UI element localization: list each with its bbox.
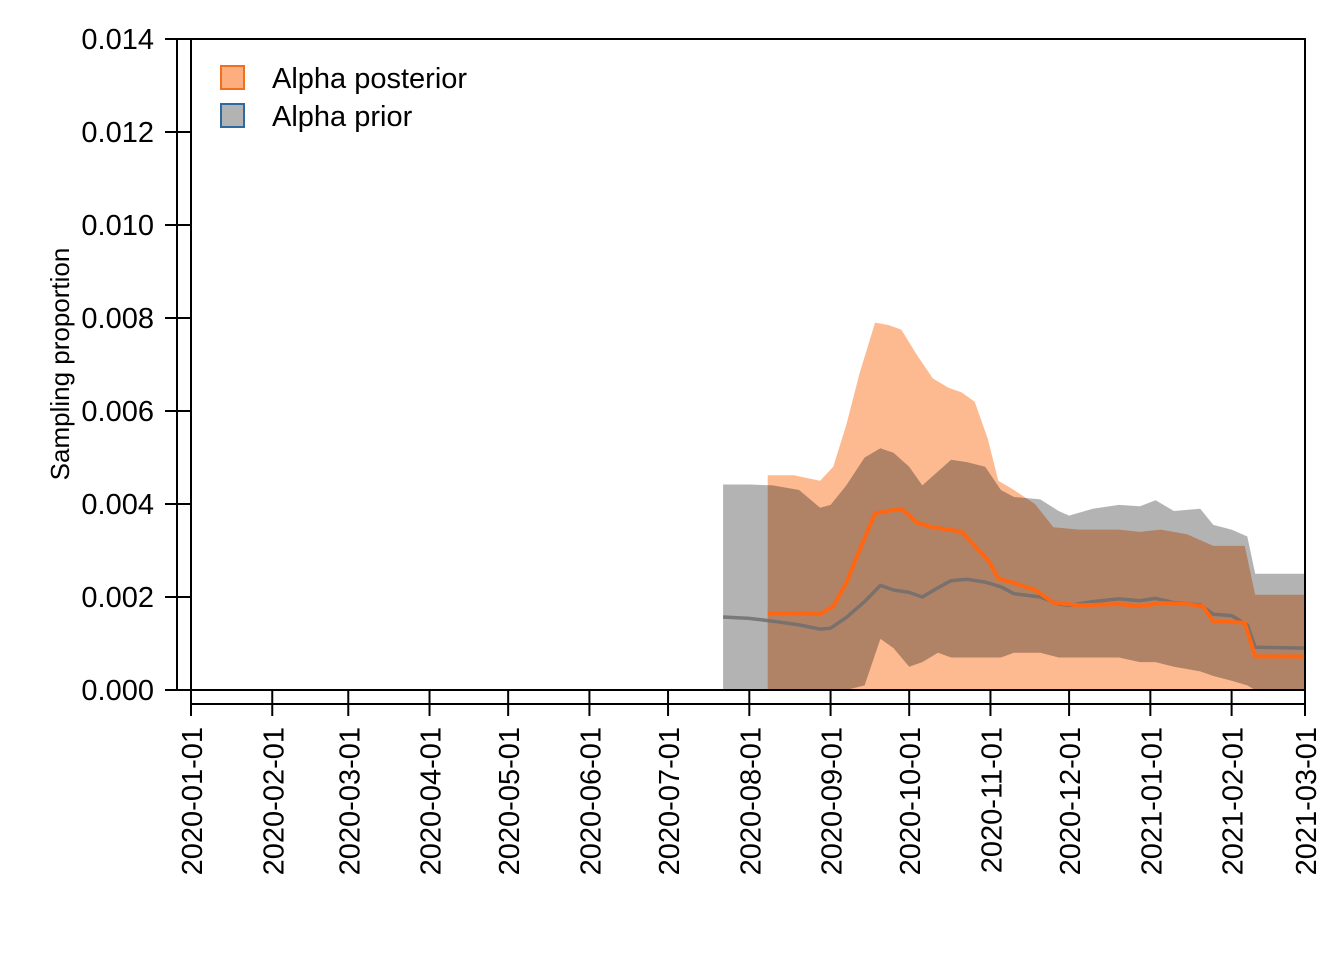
x-tick-label: 2020-12-01 <box>1055 727 1087 875</box>
legend-swatch-alpha-posterior <box>220 65 245 90</box>
x-tick-label: 2020-05-01 <box>494 727 526 875</box>
legend-swatch-alpha-prior <box>220 103 245 128</box>
band-alpha-posterior <box>767 322 1305 690</box>
y-axis: 0.000 0.002 0.004 0.006 0.008 0.010 0.012 0.014 <box>81 24 191 707</box>
y-tick-label: 0.004 <box>81 489 154 521</box>
y-tick-label: 0.006 <box>81 396 154 428</box>
legend-label-alpha-prior: Alpha prior <box>272 101 413 133</box>
band-layer <box>723 322 1305 690</box>
y-tick-label: 0.010 <box>81 210 154 242</box>
x-tick-label: 2021-02-01 <box>1218 727 1250 875</box>
legend: Alpha posterior Alpha prior <box>220 63 467 133</box>
y-tick-label: 0.002 <box>81 582 154 614</box>
x-tick-label: 2020-04-01 <box>416 727 448 875</box>
x-tick-label: 2020-08-01 <box>735 727 767 875</box>
line-layer <box>723 506 1306 659</box>
x-tick-label: 2021-03-01 <box>1291 727 1323 875</box>
y-axis-title: Sampling proportion <box>45 248 75 481</box>
plot-frame <box>190 38 1306 691</box>
x-tick-label: 2021-01-01 <box>1136 727 1168 875</box>
x-tick-label: 2020-09-01 <box>817 727 849 875</box>
x-tick-label: 2020-02-01 <box>258 727 290 875</box>
x-tick-label: 2020-11-01 <box>977 727 1009 873</box>
x-tick-label: 2020-01-01 <box>177 727 209 875</box>
y-tick-label: 0.000 <box>81 675 154 707</box>
y-tick-label: 0.008 <box>81 303 154 335</box>
median-line-alpha-posterior <box>767 506 1305 659</box>
x-tick-label: 2020-10-01 <box>895 727 927 875</box>
x-tick-label: 2020-07-01 <box>654 727 686 875</box>
y-tick-label: 0.012 <box>81 117 154 149</box>
x-tick-label: 2020-06-01 <box>575 727 607 875</box>
x-axis: 2020-01-01 2020-02-01 2020-03-01 2020-04-01… <box>177 690 1323 875</box>
x-tick-label: 2020-03-01 <box>334 727 366 875</box>
y-tick-label: 0.014 <box>81 24 154 56</box>
legend-label-alpha-posterior: Alpha posterior <box>272 63 467 95</box>
